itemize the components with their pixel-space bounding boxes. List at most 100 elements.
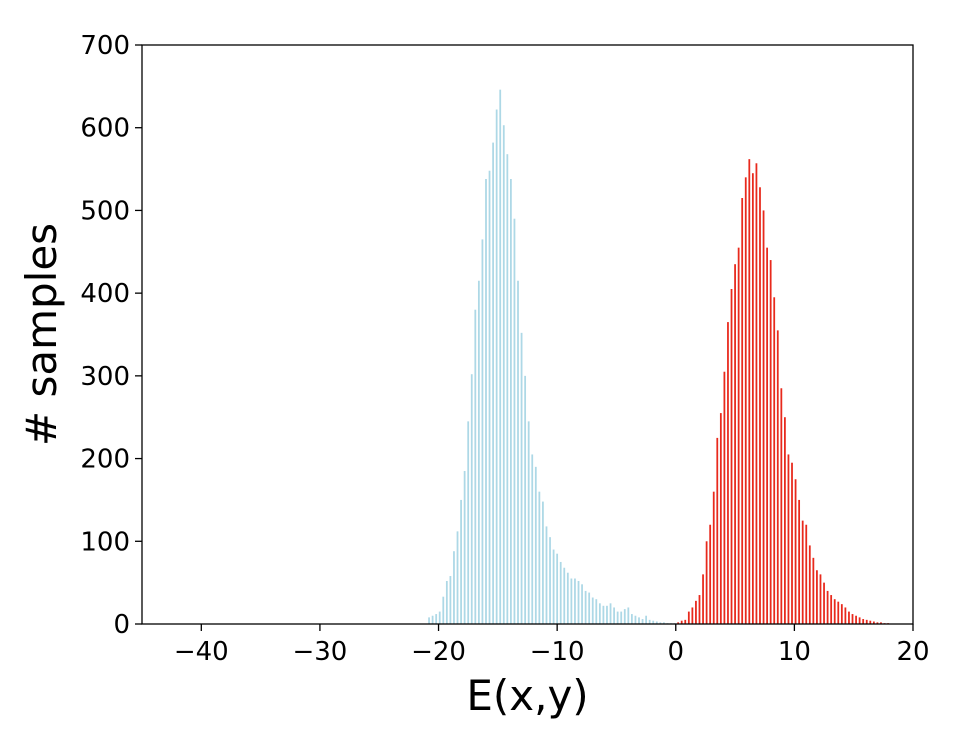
- bar: [566, 572, 569, 624]
- bar: [723, 371, 726, 624]
- series-2: [677, 159, 889, 624]
- bar: [812, 557, 815, 624]
- bar: [655, 621, 658, 624]
- bar: [595, 599, 598, 624]
- bar: [588, 592, 591, 624]
- bar: [495, 109, 498, 624]
- y-tick-label: 300: [80, 362, 130, 392]
- bar: [840, 604, 843, 624]
- bar: [517, 280, 519, 624]
- bar: [695, 600, 697, 624]
- bar: [563, 567, 566, 624]
- bar: [481, 239, 484, 624]
- bar: [435, 614, 438, 624]
- bar: [794, 479, 797, 624]
- x-tick-label: 10: [778, 637, 811, 667]
- bar: [798, 499, 801, 624]
- series-1: [428, 89, 676, 625]
- bar: [691, 607, 694, 624]
- bar: [513, 218, 516, 624]
- bar: [762, 210, 765, 624]
- bar: [741, 198, 744, 624]
- bar: [755, 163, 758, 624]
- bar: [620, 611, 623, 624]
- bar: [823, 582, 825, 624]
- bar: [542, 501, 544, 624]
- bar: [492, 142, 494, 624]
- bar: [449, 576, 452, 624]
- bar: [805, 524, 808, 624]
- bar: [499, 89, 502, 625]
- bar: [776, 330, 779, 624]
- bar: [574, 578, 576, 624]
- bar: [780, 388, 783, 624]
- bar: [598, 603, 601, 624]
- bar: [748, 159, 751, 624]
- bar: [630, 614, 633, 624]
- plot-frame: [141, 44, 914, 625]
- bar: [684, 619, 687, 624]
- bar: [645, 615, 648, 624]
- bar: [431, 615, 434, 624]
- bar: [816, 570, 818, 624]
- bar: [833, 599, 836, 624]
- bar: [791, 462, 793, 624]
- x-axis-title: E(x,y): [466, 671, 588, 720]
- bars-layer: [428, 89, 889, 625]
- bar: [502, 125, 505, 624]
- bar: [474, 309, 477, 624]
- bar: [766, 247, 768, 624]
- y-tick-label: 200: [80, 445, 130, 475]
- bar: [613, 607, 615, 624]
- x-axis: −40 −30 −20 −10 0 10 20: [174, 624, 930, 667]
- y-axis: 0 100 200 300 400 500 600 700: [80, 31, 142, 640]
- bar: [648, 619, 651, 624]
- bar: [506, 154, 509, 624]
- bar: [524, 375, 527, 624]
- bar: [744, 177, 747, 624]
- bar: [581, 584, 583, 624]
- bar: [538, 491, 541, 624]
- bar: [855, 615, 857, 624]
- bar: [463, 470, 466, 624]
- bar: [616, 611, 619, 624]
- bar: [709, 524, 712, 624]
- bar: [872, 621, 875, 624]
- bar: [438, 611, 441, 624]
- bar: [453, 551, 455, 624]
- bar: [773, 297, 776, 624]
- bar: [808, 545, 811, 624]
- bar: [445, 580, 448, 624]
- y-tick-label: 600: [80, 114, 130, 144]
- bar: [606, 605, 608, 624]
- bar: [591, 597, 594, 624]
- y-axis-title: # samples: [17, 223, 66, 446]
- x-tick-label: −30: [292, 637, 347, 667]
- bar: [858, 617, 861, 624]
- bar: [467, 421, 470, 624]
- bar: [659, 622, 662, 624]
- bar: [652, 620, 655, 624]
- bar: [865, 619, 868, 624]
- bar: [641, 619, 644, 624]
- bar: [680, 620, 683, 624]
- bar: [759, 187, 761, 624]
- bar: [826, 590, 829, 624]
- x-tick-label: −20: [411, 637, 466, 667]
- bar: [470, 374, 473, 624]
- x-tick-label: 20: [896, 637, 929, 667]
- bar: [559, 561, 562, 624]
- bar: [623, 609, 626, 624]
- bar: [698, 595, 701, 624]
- bar: [634, 615, 637, 624]
- bar: [876, 622, 879, 624]
- bar: [734, 264, 736, 624]
- bar: [848, 611, 850, 624]
- bar: [531, 454, 534, 624]
- bar: [737, 247, 740, 624]
- bar: [880, 622, 882, 624]
- bar: [705, 541, 708, 624]
- bar: [702, 574, 704, 624]
- bar: [801, 520, 804, 624]
